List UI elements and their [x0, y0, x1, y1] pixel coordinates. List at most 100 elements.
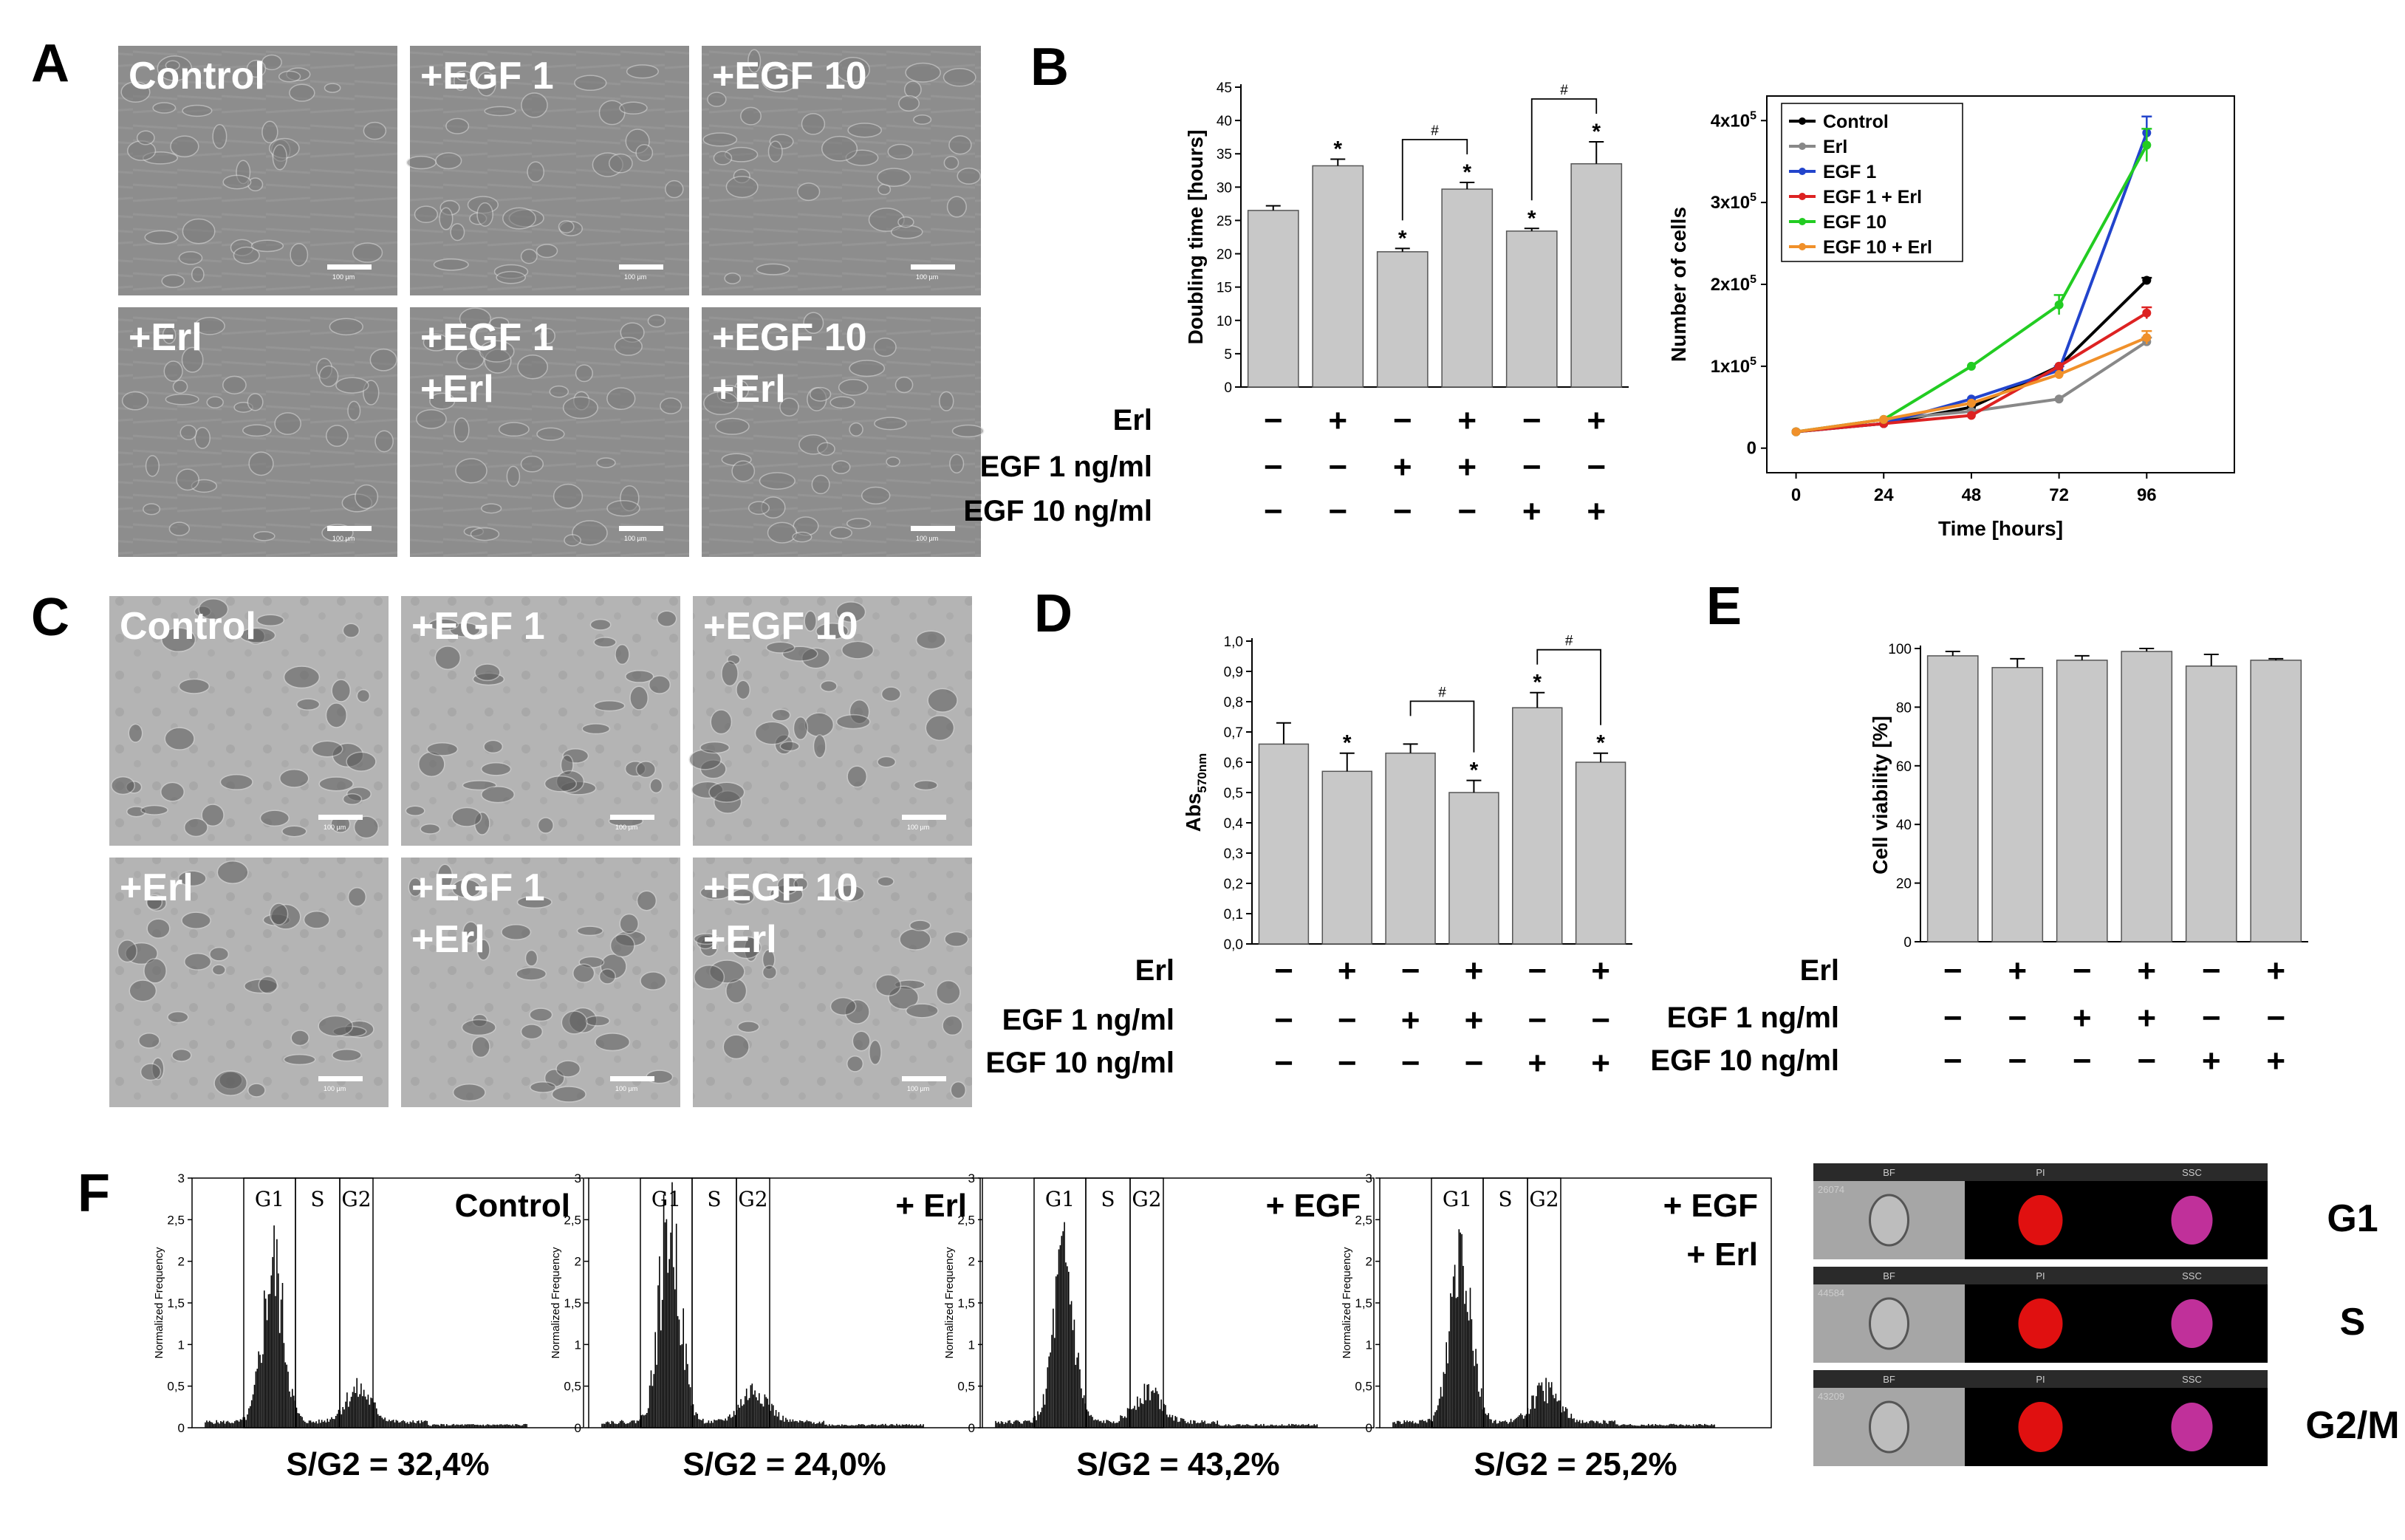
cell	[657, 610, 677, 627]
cell	[324, 83, 341, 93]
y-tick-label: 0	[1224, 380, 1232, 396]
micrograph-label: +EGF 1	[420, 316, 554, 359]
series-point	[1966, 411, 1976, 420]
bar	[1385, 752, 1436, 945]
cell	[177, 870, 207, 887]
cell	[471, 1036, 490, 1058]
y-tick-label: 20	[1896, 877, 1912, 892]
cell	[950, 1081, 967, 1099]
condition-symbol: +	[1591, 1045, 1610, 1081]
comparison-bracket	[1530, 98, 1598, 201]
channel-label: SSC	[2182, 1167, 2202, 1178]
cell	[660, 397, 682, 414]
series-point	[2142, 140, 2152, 150]
legend-marker	[1799, 243, 1806, 250]
significance-star: *	[1596, 731, 1605, 756]
bar	[1991, 667, 2044, 942]
condition-label: EGF 1 ng/ml	[980, 451, 1152, 483]
cell	[318, 365, 339, 388]
gate-label: G1	[1045, 1187, 1075, 1211]
condition-symbol: −	[1591, 1002, 1610, 1038]
cell	[707, 92, 727, 107]
condition-label: Erl	[1800, 954, 1839, 987]
cell	[725, 176, 759, 199]
y-tick-label: 3	[575, 1171, 581, 1185]
condition-symbol: −	[1393, 403, 1412, 439]
cell	[925, 714, 955, 742]
cell	[524, 949, 538, 967]
cell-cycle-histograms: 0 0,5 1 1,5 2 2,5 3 Normalized Frequency G1 S G2 Co…	[153, 1171, 1772, 1482]
bar	[1926, 655, 1979, 942]
series-point	[1966, 398, 1976, 408]
cell	[736, 680, 751, 700]
y-tick-exponent: 5	[1750, 191, 1756, 204]
y-tick-label: 0	[178, 1421, 185, 1435]
legend-entry: EGF 1 + Erl	[1823, 187, 1922, 208]
y-tick-label: 1,0	[1224, 634, 1243, 650]
cell	[462, 921, 479, 944]
pi-nucleus	[2018, 1195, 2063, 1245]
cell	[506, 465, 521, 487]
gate-label: G1	[255, 1187, 284, 1211]
cell	[721, 660, 739, 687]
condition-symbol: −	[1465, 1045, 1484, 1081]
legend-box	[1781, 103, 1963, 262]
y-axis-label: Normalized Frequency	[943, 1247, 956, 1358]
condition-symbol: +	[1587, 493, 1606, 530]
bar	[1448, 792, 1499, 945]
cell	[551, 1086, 586, 1103]
cell	[456, 348, 485, 370]
cell	[520, 248, 538, 264]
cell	[897, 216, 914, 228]
cell	[647, 314, 666, 328]
cell	[635, 143, 654, 162]
gate-label: G1	[1443, 1187, 1472, 1211]
cell	[290, 242, 309, 267]
channel-header	[1965, 1370, 2116, 1388]
channel-label: BF	[1883, 1374, 1895, 1385]
cell	[562, 396, 599, 420]
series-point	[1966, 361, 1976, 371]
cell	[815, 623, 849, 640]
cell	[335, 377, 369, 394]
histogram-footer: S/G2 = 24,0%	[682, 1446, 886, 1482]
micrograph-label: +EGF 10	[712, 316, 867, 359]
y-tick-label: 45	[1217, 81, 1232, 96]
cell	[804, 712, 835, 738]
cell	[779, 741, 800, 752]
cell	[624, 669, 654, 683]
y-tick-label: 0,1	[1224, 907, 1243, 923]
micrograph-label: +EGF 10	[703, 605, 858, 648]
cell	[877, 756, 897, 768]
cell	[833, 884, 865, 903]
condition-symbol: −	[1338, 1002, 1357, 1038]
cell	[489, 317, 510, 329]
x-axis-label: Time [hours]	[1938, 517, 2063, 540]
cell-texture	[693, 876, 969, 1099]
cell	[120, 81, 151, 103]
channel-header	[2116, 1163, 2268, 1181]
cell	[164, 727, 195, 750]
condition-symbol: +	[2266, 1043, 2285, 1079]
cell	[572, 963, 595, 983]
condition-label: EGF 10 ng/ml	[1650, 1044, 1839, 1077]
cell	[143, 503, 161, 516]
y-tick-label: 3x105	[1711, 191, 1756, 213]
pi-nucleus	[2018, 1402, 2063, 1452]
cell	[476, 939, 490, 961]
micrograph-label: +Erl	[411, 918, 485, 961]
cell	[128, 723, 143, 743]
y-tick-label: 1	[575, 1338, 581, 1352]
cell	[110, 776, 136, 795]
legend-marker	[1799, 218, 1806, 225]
cell	[536, 427, 565, 441]
y-tick-label: 0,5	[957, 1380, 975, 1394]
cell	[702, 132, 738, 147]
histogram-footer: S/G2 = 43,2%	[1076, 1446, 1279, 1482]
histogram-title: + Erl	[895, 1188, 967, 1224]
y-tick-label: 4x105	[1711, 109, 1756, 131]
cell-texture	[415, 307, 682, 547]
cell	[121, 391, 149, 411]
histogram-plot: 0 0,5 1 1,5 2 2,5 3 Normalized Frequency G1 S G2 + …	[943, 1171, 1375, 1482]
cell	[483, 739, 504, 754]
